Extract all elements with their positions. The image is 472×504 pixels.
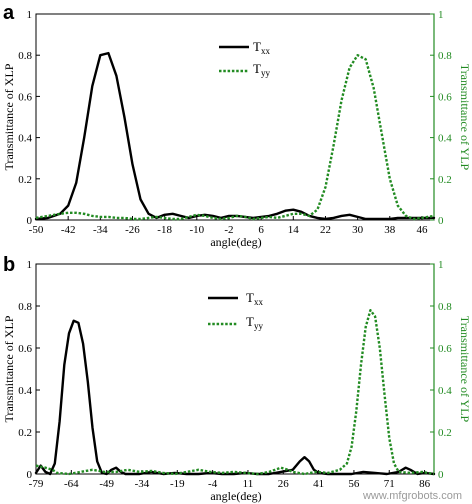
left-y-tick-label: 0.2 <box>18 427 32 439</box>
panel-a-right-y-axis-label: Transmittance of YLP <box>458 64 472 171</box>
right-y-tick-label: 0.4 <box>438 133 452 145</box>
panel-b-legend-tyy-label: Tyy <box>246 314 263 331</box>
panel-b-series <box>34 309 436 476</box>
x-tick-label: -42 <box>61 224 76 236</box>
panel-b-right-y-ticks: 0 0.2 0.4 0.6 0.8 1 <box>430 259 452 481</box>
left-y-tick-label: 0.2 <box>18 174 32 186</box>
x-tick-label: -49 <box>99 478 114 490</box>
panel-b-chart: b -79 -64 -49 -34 -19 -4 11 26 41 56 71 86 00.20.40… <box>2 254 472 503</box>
right-y-tick-label: 0.4 <box>438 385 452 397</box>
x-tick-label: -26 <box>125 224 140 236</box>
x-tick-label: -2 <box>224 224 233 236</box>
panel-a-chart: a -50 -42 -34 -26 -18 -10 -2 6 14 22 30 38 46 00.20.… <box>2 2 472 249</box>
series-tyy-line <box>35 54 435 221</box>
series-txx-line <box>34 319 436 476</box>
right-y-tick-label: 0.2 <box>438 427 452 439</box>
x-tick-label: -18 <box>157 224 172 236</box>
series-txx-line <box>34 51 436 221</box>
x-tick-label: 46 <box>416 224 428 236</box>
x-tick-label: -4 <box>208 478 218 490</box>
panel-b-label: b <box>3 254 15 276</box>
panel-a-legend-tyy-label: Tyy <box>253 61 270 78</box>
left-y-tick-label: 0 <box>27 469 33 481</box>
x-tick-label: 11 <box>243 478 254 490</box>
panel-a-legend: Txx Tyy <box>219 39 270 78</box>
left-y-tick-label: 0.8 <box>18 301 32 313</box>
left-y-tick-label: 0.8 <box>18 50 32 62</box>
x-tick-label: 86 <box>419 478 431 490</box>
right-y-tick-label: 0.8 <box>438 301 452 313</box>
left-y-tick-label: 0 <box>27 215 33 227</box>
left-y-tick-label: 0.6 <box>18 343 32 355</box>
panel-b-legend: Txx Tyy <box>208 290 263 331</box>
x-tick-label: 41 <box>313 478 324 490</box>
left-y-tick-label: 0.4 <box>18 133 32 145</box>
right-y-tick-label: 0.8 <box>438 50 452 62</box>
panel-b-right-y-axis-label: Transmittance of YLP <box>458 316 472 423</box>
right-y-tick-label: 1 <box>438 259 444 271</box>
right-y-tick-label: 1 <box>438 9 444 21</box>
left-y-tick-label: 1 <box>27 9 33 21</box>
x-tick-label: 71 <box>384 478 395 490</box>
panel-b-left-y-ticks: 0 0.2 0.4 0.6 0.8 1 <box>18 259 40 481</box>
x-tick-label: -10 <box>189 224 204 236</box>
panel-a-left-y-axis-label: Transmittance of XLP <box>2 63 16 170</box>
panel-a-x-axis-label: angle(deg) <box>210 235 261 249</box>
x-tick-label: 38 <box>384 224 396 236</box>
right-y-tick-label: 0 <box>438 469 444 481</box>
left-y-tick-label: 0.6 <box>18 91 32 103</box>
x-tick-label: 26 <box>278 478 290 490</box>
panel-a-legend-txx-label: Txx <box>253 39 270 56</box>
series-tyy-line <box>35 309 435 476</box>
x-tick-label: -19 <box>170 478 185 490</box>
panel-a-label: a <box>3 2 15 24</box>
x-tick-label: -79 <box>29 478 44 490</box>
left-y-tick-label: 0.4 <box>18 385 32 397</box>
panel-a-left-y-ticks: 0 0.2 0.4 0.6 0.8 1 <box>18 9 40 227</box>
left-y-tick-label: 1 <box>27 259 33 271</box>
panel-b-x-axis-label: angle(deg) <box>210 489 261 503</box>
panel-a-plot-frame <box>35 13 435 221</box>
panel-b-left-y-axis-label: Transmittance of XLP <box>2 315 16 422</box>
watermark: www.mfgrobots.com <box>362 490 462 502</box>
x-tick-label: 56 <box>348 478 360 490</box>
panel-a-series <box>34 51 436 221</box>
right-y-tick-label: 0.6 <box>438 343 452 355</box>
x-tick-label: 6 <box>258 224 264 236</box>
x-tick-label: 22 <box>320 224 331 236</box>
x-tick-label: -64 <box>64 478 79 490</box>
x-tick-label: -50 <box>29 224 44 236</box>
x-tick-label: -34 <box>93 224 108 236</box>
panel-a-right-y-ticks: 0 0.2 0.4 0.6 0.8 1 <box>430 9 452 227</box>
right-y-tick-label: 0.6 <box>438 91 452 103</box>
x-tick-label: 30 <box>352 224 364 236</box>
x-tick-label: 14 <box>288 224 300 236</box>
x-tick-label: -34 <box>135 478 150 490</box>
right-y-tick-label: 0.2 <box>438 174 452 186</box>
right-y-tick-label: 0 <box>438 215 444 227</box>
panel-b-legend-txx-label: Txx <box>246 290 263 307</box>
